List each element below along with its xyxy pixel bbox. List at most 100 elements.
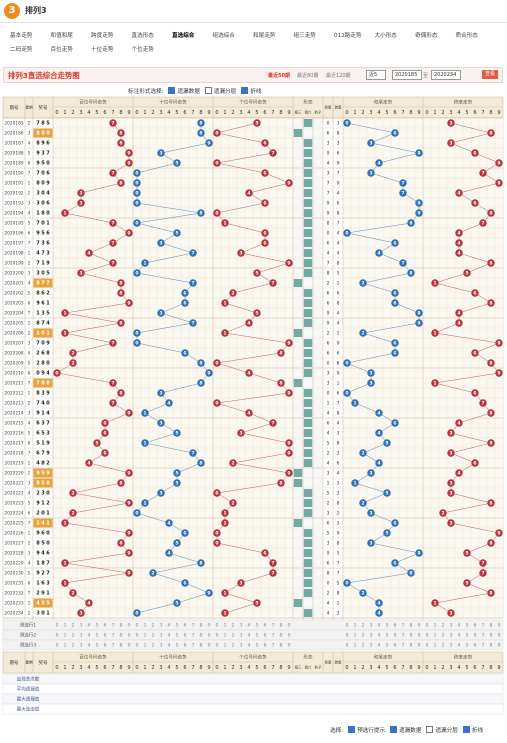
ball: [487, 439, 495, 447]
draw-digit: 6: [46, 171, 50, 177]
digit-header: 8: [489, 665, 492, 671]
checkbox[interactable]: [462, 726, 470, 733]
week: 1: [28, 531, 31, 537]
week: 2: [28, 331, 31, 337]
ball: [101, 419, 109, 427]
ball-label: 9: [497, 531, 500, 537]
period: 2020191: [4, 181, 23, 187]
preselect-digit: 5: [386, 623, 389, 629]
draw-digit: 0: [41, 271, 45, 277]
nav-tab[interactable]: 个位走势: [131, 47, 154, 53]
span: 3: [337, 521, 340, 527]
preselect-digit: 7: [192, 623, 195, 629]
preselect-digit: 6: [184, 633, 187, 639]
preselect-digit: 0: [56, 623, 59, 629]
digit-header: 6: [393, 665, 396, 671]
span: 6: [337, 201, 340, 207]
preselect-digit: 6: [394, 623, 397, 629]
digit-header: 3: [159, 665, 162, 671]
checkbox[interactable]: [348, 726, 356, 733]
draw-digit: 4: [46, 321, 50, 327]
week: 4: [28, 141, 31, 147]
digit-header: 5: [385, 110, 388, 116]
ball-label: 7: [271, 421, 274, 427]
draw-digit: 6: [46, 551, 50, 557]
ball: [245, 409, 253, 417]
nav-tab[interactable]: 大小形态: [374, 33, 397, 39]
ball-label: 0: [135, 181, 138, 187]
preselect-digit: 7: [272, 643, 275, 649]
ball: [229, 459, 237, 467]
nav-tab[interactable]: 直选综合: [172, 33, 195, 39]
checkbox[interactable]: [426, 726, 434, 733]
ball-label: 9: [127, 571, 130, 577]
date-from[interactable]: 2020185: [392, 70, 422, 80]
nav-tab[interactable]: 跨度走势: [91, 33, 114, 39]
sum-tail: 6: [327, 241, 330, 247]
nav-tab[interactable]: 组选综合: [212, 33, 235, 39]
digit-header: 1: [63, 110, 66, 116]
nav-tab[interactable]: 012路走势: [334, 33, 362, 39]
range-link[interactable]: 最近50期: [268, 73, 290, 79]
nav-tab[interactable]: 二码走势: [10, 47, 33, 53]
preselect-digit: 1: [354, 633, 357, 639]
ball: [479, 569, 487, 577]
date-to[interactable]: 2020234: [431, 70, 461, 80]
draw-digit: 9: [46, 391, 50, 397]
checkbox[interactable]: [390, 726, 398, 733]
ball-label: 2: [231, 291, 234, 297]
ball-label: 1: [223, 611, 226, 617]
ball-label: 5: [255, 311, 258, 317]
checkbox[interactable]: [241, 87, 249, 94]
nav-tab[interactable]: 质合形态: [455, 33, 478, 39]
range-link[interactable]: 最近120期: [326, 73, 351, 79]
week: 3: [28, 201, 31, 207]
ball-label: 6: [103, 451, 106, 457]
draw-digit: 2: [46, 501, 50, 507]
sum-tail: 4: [327, 411, 330, 417]
ball-label: 8: [409, 271, 412, 277]
preselect-digit: 2: [72, 643, 75, 649]
nav-tab[interactable]: 奇偶形态: [415, 33, 438, 39]
nav-tab[interactable]: 和尾走势: [253, 33, 276, 39]
week: 3: [28, 411, 31, 417]
ball-label: 7: [191, 451, 194, 457]
ball-label: 6: [263, 201, 266, 207]
nav-tab[interactable]: 直选形态: [131, 33, 154, 39]
sum-tail: 8: [327, 571, 330, 577]
ball: [391, 519, 399, 527]
shape-mark: [303, 119, 313, 127]
draw-digit: 8: [36, 481, 40, 487]
checkbox[interactable]: [168, 87, 176, 94]
period: 2020212: [4, 391, 23, 397]
digit-header: 8: [279, 110, 282, 116]
digit-header: 7: [271, 110, 274, 116]
ball-label: 6: [103, 421, 106, 427]
draw-digit: 1: [46, 301, 50, 307]
draw-digit: 5: [36, 441, 40, 447]
week: 2: [28, 471, 31, 477]
select[interactable]: 近5: [366, 70, 386, 80]
checkbox[interactable]: [204, 87, 212, 94]
nav-tab[interactable]: 十位走势: [91, 47, 114, 53]
nav-tab[interactable]: 百位走势: [50, 47, 73, 53]
ball-label: 5: [465, 551, 468, 557]
shape-mark: [303, 419, 313, 427]
nav-tab[interactable]: 基本走势: [10, 33, 33, 39]
ball-label: 4: [377, 461, 380, 467]
digit-header: 2: [361, 665, 364, 671]
week: 2: [28, 401, 31, 407]
nav-tab[interactable]: 和值和尾: [50, 33, 73, 39]
section-header: 形态: [303, 99, 313, 106]
digit-header: 1: [433, 665, 436, 671]
range-link[interactable]: 最近80期: [297, 73, 319, 79]
ball-label: 5: [175, 481, 178, 487]
preselect-digit: 9: [498, 633, 501, 639]
ball: [447, 449, 455, 457]
nav-tab[interactable]: 组三走势: [293, 33, 316, 39]
draw-digit: 8: [46, 381, 50, 387]
ball-label: 8: [199, 211, 202, 217]
button[interactable]: 查看: [482, 70, 499, 79]
ball-label: 8: [119, 481, 122, 487]
preselect-digit: 1: [64, 643, 67, 649]
